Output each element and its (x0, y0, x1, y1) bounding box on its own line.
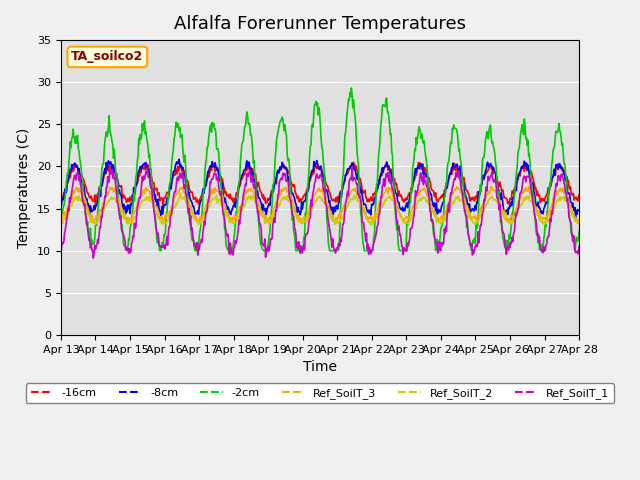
Text: TA_soilco2: TA_soilco2 (71, 50, 143, 63)
Legend: -16cm, -8cm, -2cm, Ref_SoilT_3, Ref_SoilT_2, Ref_SoilT_1: -16cm, -8cm, -2cm, Ref_SoilT_3, Ref_Soil… (26, 384, 614, 403)
Title: Alfalfa Forerunner Temperatures: Alfalfa Forerunner Temperatures (174, 15, 466, 33)
X-axis label: Time: Time (303, 360, 337, 374)
Y-axis label: Temperatures (C): Temperatures (C) (17, 127, 31, 248)
